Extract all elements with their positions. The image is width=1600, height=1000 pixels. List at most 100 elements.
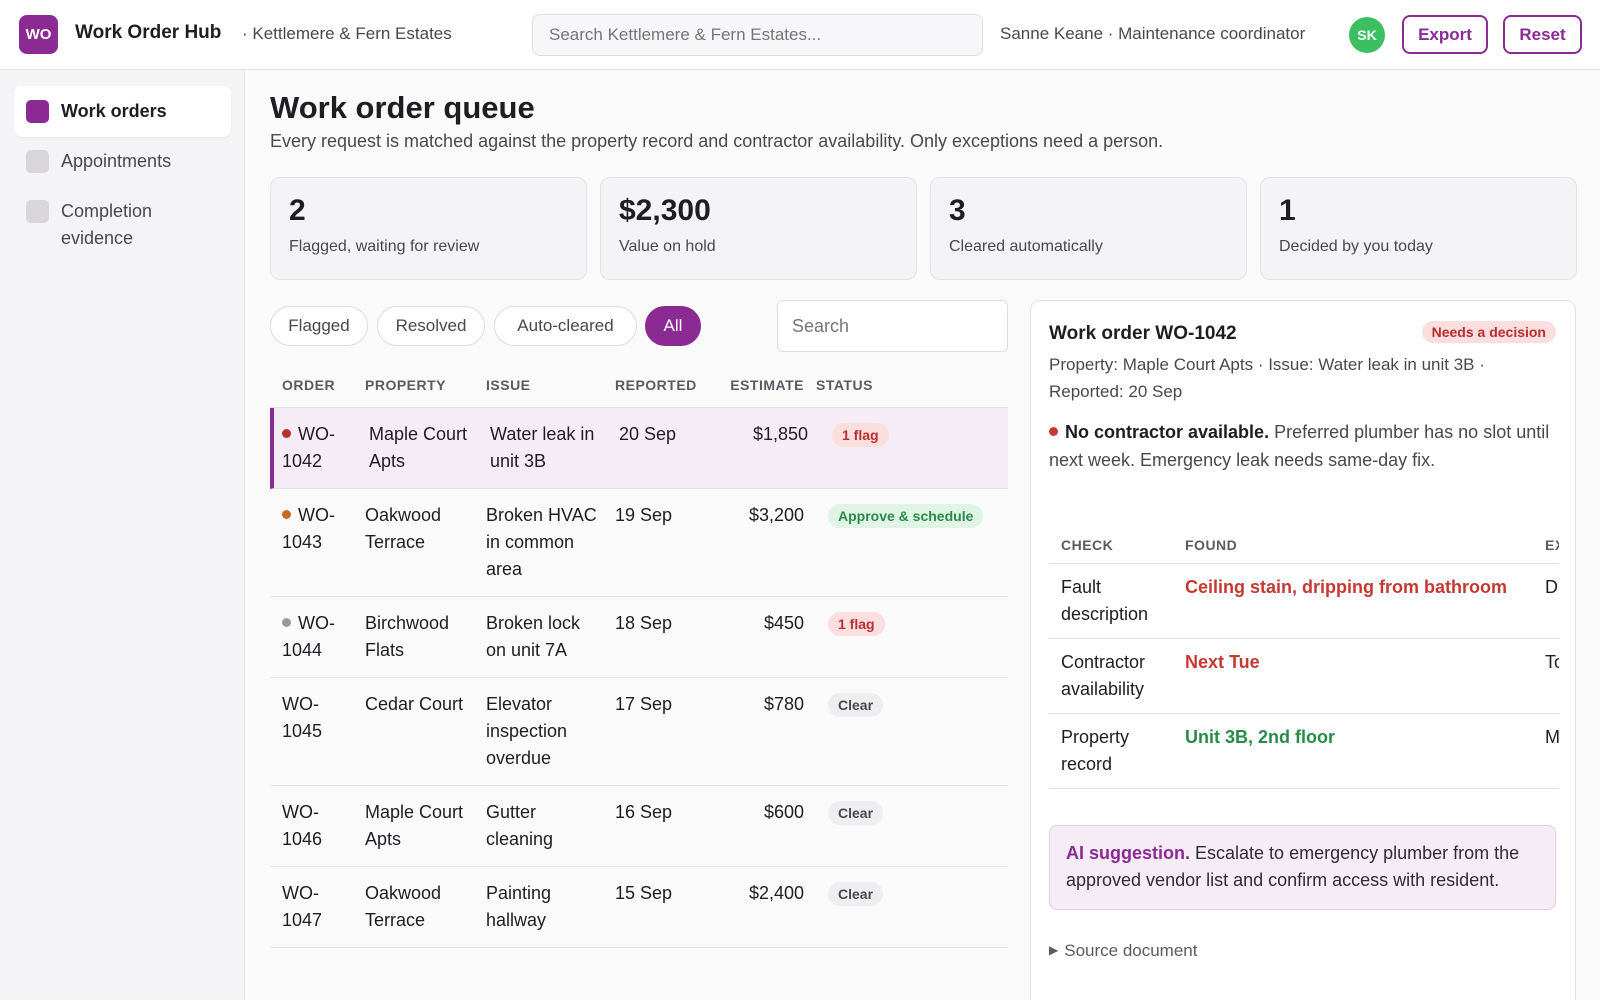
work-order-table: ORDER PROPERTY ISSUE REPORTED ESTIMATE S… [270,368,1008,948]
estimate-cell: $2,400 [748,883,804,903]
column-header-reported[interactable]: REPORTED [615,377,697,393]
property-cell: Oakwood Terrace [365,883,442,930]
detail-alert: No contractor available. Preferred plumb… [1049,418,1559,474]
column-header-estimate[interactable]: ESTIMATE [730,377,804,393]
sidebar: Work orders Appointments Completion evid… [0,70,245,1000]
estimate-cell: $3,200 [748,505,804,525]
disclosure-triangle-icon: ▶ [1049,943,1059,957]
estimate-cell: $600 [763,802,804,822]
stat-label: Value on hold [619,238,716,255]
column-header-status[interactable]: STATUS [816,377,873,393]
status-cell: Approve & schedule [804,489,994,596]
export-button[interactable]: Export [1402,15,1488,54]
sidebar-item-label: Completion evidence [61,201,153,248]
order-id: WO-1047 [282,883,323,930]
stat-label: Flagged, waiting for review [289,238,480,255]
check-row: Property record Unit 3B, 2nd floor M [1049,713,1559,789]
table-row[interactable]: WO-1043 Oakwood Terrace Broken HVAC in com… [270,489,1008,597]
alert-title: No contractor available. [1065,422,1270,442]
work-orders-icon [26,100,49,123]
sidebar-item-label: Work orders [61,101,167,121]
avatar[interactable]: SK [1349,17,1385,53]
status-badge: 1 flag [832,423,889,447]
app-name: Work Order Hub [75,22,222,43]
stat-value: $2,300 [619,194,711,227]
check-name: Fault description [1049,563,1173,639]
column-header-order[interactable]: ORDER [282,377,336,393]
user-name: Sanne Keane · Maintenance coordinator [1000,24,1306,43]
page-subtitle: Every request is matched against the pro… [270,131,1164,151]
reported-cell: 19 Sep [615,505,673,525]
stat-label: Cleared automatically [949,238,1103,255]
stat-card-cleared: 3 Cleared automatically [930,177,1247,280]
check-expected: M [1533,713,1559,789]
completion-evidence-icon [26,200,49,223]
status-badge: 1 flag [828,612,885,636]
property-cell: Oakwood Terrace [365,505,442,552]
alert-body: Preferred plumber has no slot until next… [1049,422,1550,470]
stat-card-value-on-hold: $2,300 Value on hold [600,177,917,280]
filter-flagged[interactable]: Flagged [270,306,368,346]
app-logo[interactable]: WO [19,15,58,54]
status-cell: 1 flag [808,408,998,488]
check-expected: To [1533,638,1559,714]
priority-dot-icon [282,429,291,438]
order-cell: WO-1045 [270,678,353,785]
table-row[interactable]: WO-1047 Oakwood Terrace Painting hallway 15… [270,867,1008,948]
stat-value: 3 [949,194,966,227]
issue-cell: Broken HVAC in common area [486,505,597,579]
status-cell: Clear [804,678,994,785]
reported-cell: 18 Sep [615,613,673,633]
priority-dot-icon [282,618,291,627]
expected-column-header: EX [1533,527,1559,564]
filter-all[interactable]: All [645,306,701,346]
order-cell: WO-1046 [270,786,353,866]
appointments-icon [26,150,49,173]
org-name: · Kettlemere & Fern Estates [242,24,452,43]
property-cell: Maple Court Apts [365,802,464,849]
issue-cell: Painting hallway [486,883,552,930]
filter-resolved[interactable]: Resolved [377,306,485,346]
check-found: Next Tue [1173,638,1533,714]
check-column-header: CHECK [1049,527,1173,564]
stat-value: 1 [1279,194,1296,227]
source-document-label: Source document [1064,941,1198,960]
reset-button[interactable]: Reset [1503,15,1582,54]
source-document-toggle[interactable]: ▶ Source document [1049,941,1197,961]
table-row[interactable]: WO-1044 Birchwood Flats Broken lock on uni… [270,597,1008,678]
order-cell: WO-1044 [270,597,353,677]
order-cell: WO-1043 [270,489,353,596]
stat-value: 2 [289,194,306,227]
reported-cell: 15 Sep [615,883,673,903]
detail-title: Work order WO-1042 [1049,323,1237,344]
reported-cell: 16 Sep [615,802,673,822]
estimate-cell: $780 [763,694,804,714]
sidebar-item-work-orders[interactable]: Work orders [14,86,231,137]
checks-table: CHECK FOUND EX Fault descriptionCeiling … [1049,527,1559,789]
status-cell: Clear [804,786,994,866]
status-badge: Clear [828,882,884,906]
table-row[interactable]: WO-1046 Maple Court Apts Gutter cleaning 16… [270,786,1008,867]
issue-cell: Gutter cleaning [486,802,554,849]
issue-cell: Elevator inspection overdue [486,694,568,768]
filter-auto-cleared[interactable]: Auto-cleared [494,306,637,346]
table-search-input[interactable] [777,300,1008,352]
column-header-property[interactable]: PROPERTY [365,377,447,393]
global-search-input[interactable] [532,14,983,56]
sidebar-item-label: Appointments [61,151,172,171]
table-row[interactable]: WO-1042 Maple Court Apts Water leak in uni… [270,408,1008,489]
table-header: ORDER PROPERTY ISSUE REPORTED ESTIMATE S… [270,368,1008,408]
sidebar-item-appointments[interactable]: Appointments [14,136,231,187]
order-id: WO-1045 [282,694,323,741]
check-name: Property record [1049,713,1173,789]
sidebar-item-completion-evidence[interactable]: Completion evidence [14,186,231,264]
check-expected: D [1533,563,1559,639]
table-row[interactable]: WO-1045 Cedar Court Elevator inspection ov… [270,678,1008,786]
order-id: WO-1042 [282,424,335,471]
approve-schedule-button[interactable]: Approve & schedule [828,504,984,528]
column-header-issue[interactable]: ISSUE [486,377,531,393]
work-order-detail-panel: Work order WO-1042 Needs a decision Prop… [1030,300,1576,1000]
order-cell: WO-1042 [274,408,357,488]
status-badge: Clear [828,801,884,825]
